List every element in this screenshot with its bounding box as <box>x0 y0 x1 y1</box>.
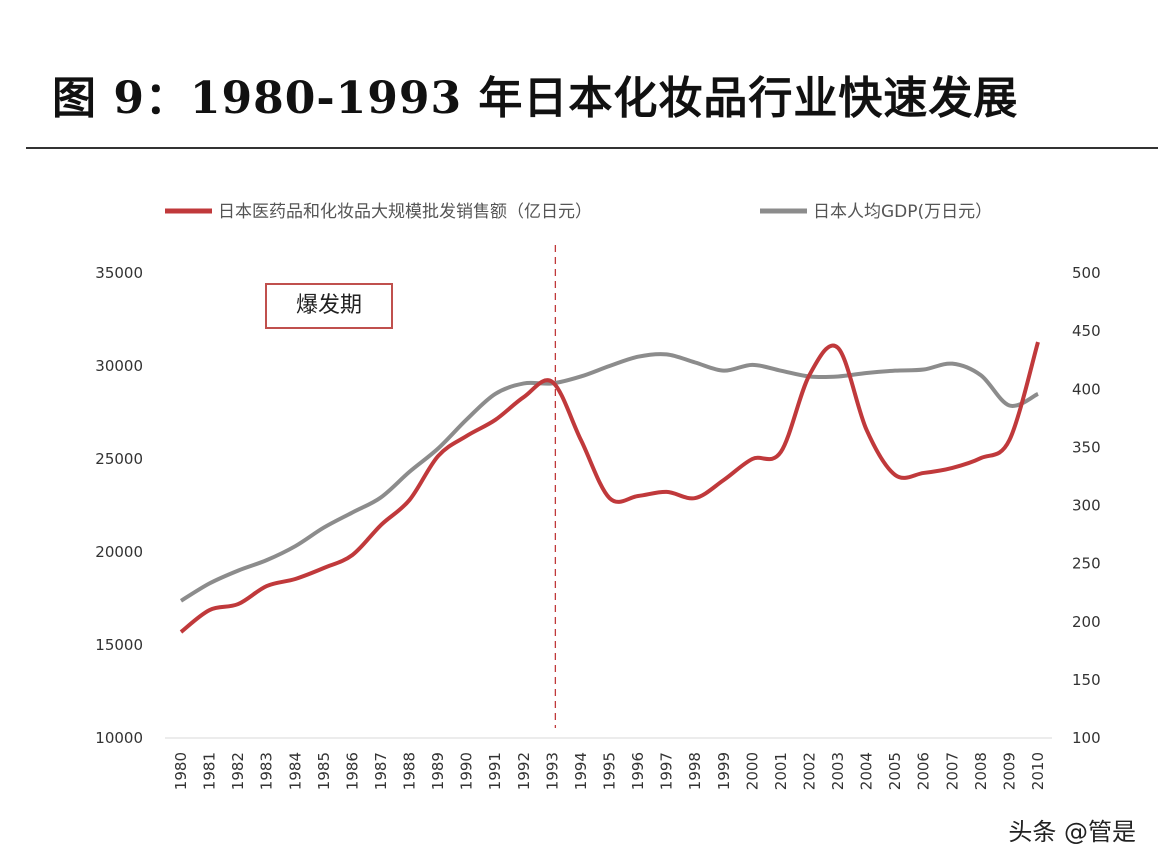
legend-label-gdp: 日本人均GDP(万日元） <box>813 202 992 222</box>
legend: 日本医药品和化妆品大规模批发销售额（亿日元） 日本人均GDP(万日元） <box>165 202 992 222</box>
annotation-boom-period: 爆发期 <box>265 283 393 329</box>
y-right-tick-label: 150 <box>1072 671 1101 689</box>
x-tick-label: 2008 <box>972 752 990 790</box>
x-tick-label: 1999 <box>715 752 733 790</box>
y-left-tick-label: 20000 <box>95 543 143 561</box>
x-tick-label: 2010 <box>1029 752 1047 790</box>
watermark: 头条 @管是 <box>1008 818 1136 846</box>
x-tick-label: 1980 <box>172 752 190 790</box>
page-title: 图 9：1980-1993 年日本化妆品行业快速发展 <box>52 73 1019 124</box>
x-tick-label: 1987 <box>372 752 390 790</box>
x-tick-label: 2005 <box>886 752 904 790</box>
x-tick-label: 1995 <box>601 752 619 790</box>
x-tick-label: 1988 <box>401 752 419 790</box>
x-tick-label: 2003 <box>829 752 847 790</box>
x-tick-label: 2004 <box>858 752 876 790</box>
x-tick-label: 1985 <box>315 752 333 790</box>
x-tick-label: 1992 <box>515 752 533 790</box>
x-tick-label: 2001 <box>772 752 790 790</box>
x-tick-label: 2002 <box>800 752 818 790</box>
x-tick-label: 1982 <box>229 752 247 790</box>
y-right-tick-label: 200 <box>1072 613 1101 631</box>
title-divider <box>26 147 1158 149</box>
x-tick-label: 2006 <box>915 752 933 790</box>
y-right-tick-label: 450 <box>1072 322 1101 340</box>
x-tick-label: 1990 <box>458 752 476 790</box>
x-tick-label: 1996 <box>629 752 647 790</box>
y-right-tick-label: 350 <box>1072 438 1101 456</box>
x-tick-label: 1989 <box>429 752 447 790</box>
y-right-tick-label: 100 <box>1072 729 1101 747</box>
x-tick-label: 2000 <box>743 752 761 790</box>
legend-label-sales: 日本医药品和化妆品大规模批发销售额（亿日元） <box>218 202 592 222</box>
x-tick-label: 2009 <box>1000 752 1018 790</box>
y-left-tick-label: 15000 <box>95 636 143 654</box>
x-tick-label: 1994 <box>572 752 590 790</box>
y-left-tick-label: 25000 <box>95 450 143 468</box>
y-right-tick-label: 400 <box>1072 380 1101 398</box>
x-tick-label: 1981 <box>201 752 219 790</box>
x-tick-label: 1986 <box>343 752 361 790</box>
x-tick-label: 1983 <box>258 752 276 790</box>
y-right-tick-label: 250 <box>1072 555 1101 573</box>
x-tick-label: 1998 <box>686 752 704 790</box>
x-tick-label: 1997 <box>658 752 676 790</box>
y-left-tick-label: 30000 <box>95 357 143 375</box>
x-tick-label: 1993 <box>543 752 561 790</box>
y-left-tick-label: 10000 <box>95 729 143 747</box>
y-right-tick-label: 300 <box>1072 497 1101 515</box>
y-right-tick-label: 500 <box>1072 264 1101 282</box>
y-left-tick-label: 35000 <box>95 264 143 282</box>
x-tick-label: 2007 <box>943 752 961 790</box>
series-line-sales <box>179 341 1040 634</box>
x-tick-label: 1984 <box>286 752 304 790</box>
x-tick-label: 1991 <box>486 752 504 790</box>
